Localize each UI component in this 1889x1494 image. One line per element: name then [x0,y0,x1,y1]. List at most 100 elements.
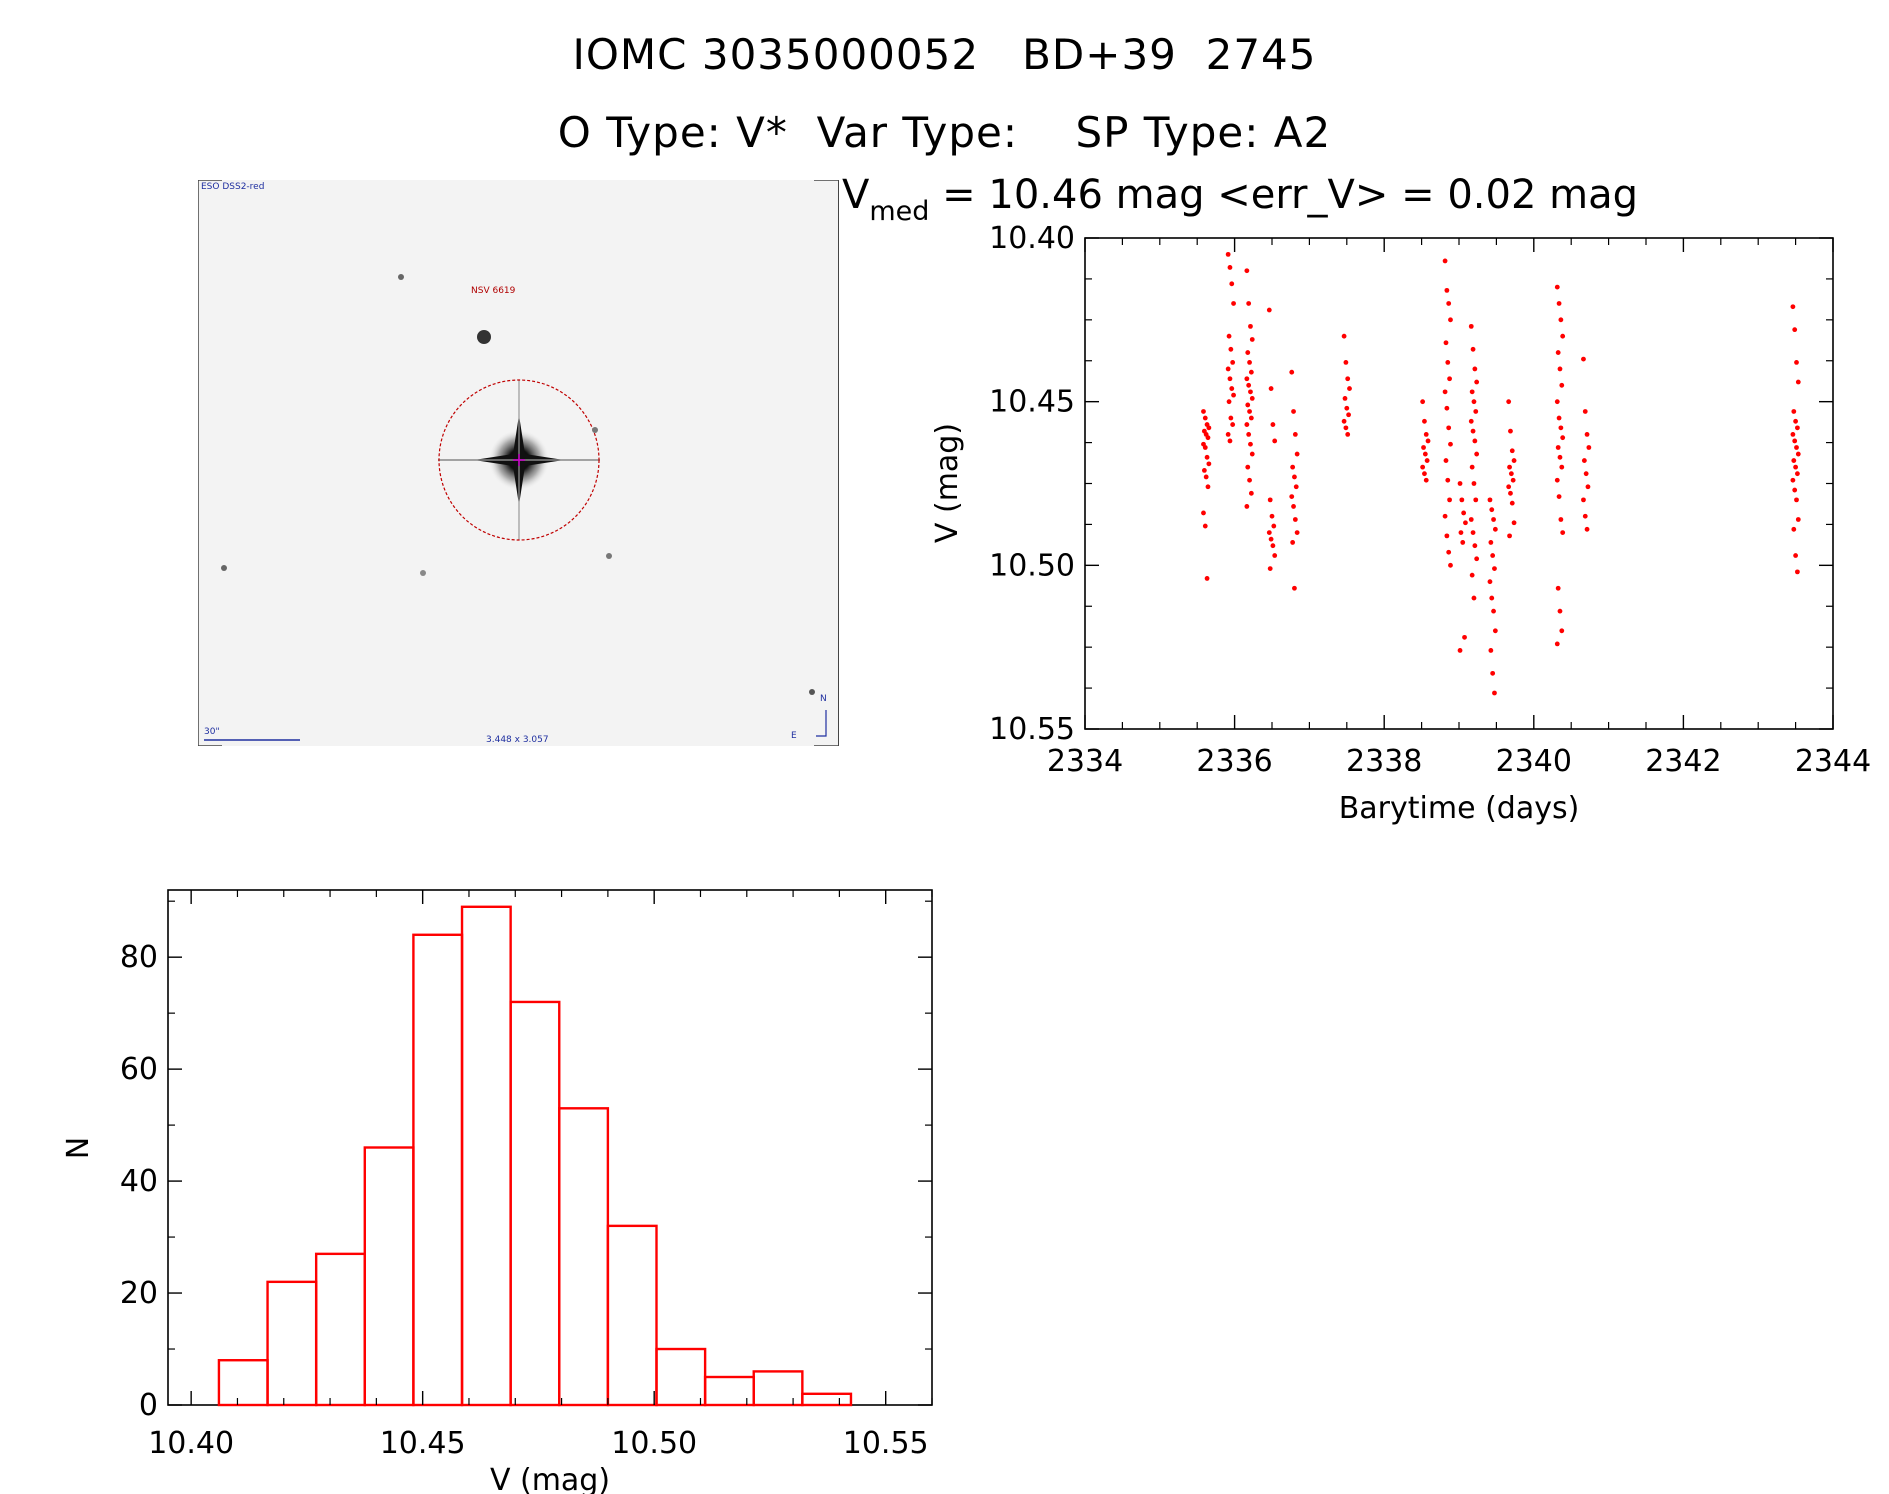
data-point [1272,438,1278,444]
data-point [1794,445,1799,450]
data-point [1202,415,1208,421]
data-point [1266,307,1272,313]
data-point [1201,468,1207,473]
data-point [1581,497,1586,503]
data-point [1559,464,1565,470]
data-point [1422,471,1427,477]
data-point [1268,536,1274,542]
data-point [1446,301,1452,306]
data-point [1469,572,1475,578]
data-point [1471,595,1477,601]
y-tick-label: 20 [120,1276,158,1311]
figure-subtitle: O Type: V* Var Type: SP Type: A2 [557,108,1332,157]
data-point [1292,585,1297,591]
histogram-bar [266,1280,318,1407]
data-point [1472,543,1478,549]
data-point [1509,500,1515,506]
data-point [1554,641,1560,647]
data-point [1558,317,1564,323]
data-point [1463,520,1468,526]
histogram-bar [460,905,512,1407]
data-point [1292,432,1298,437]
data-point [1346,412,1351,418]
data-point [1249,395,1255,401]
data-point [1246,382,1252,388]
faint-star [606,553,612,559]
data-point [1492,566,1497,572]
data-point [1446,425,1452,431]
compass-icon [816,710,827,737]
data-point [1422,451,1428,457]
data-point [1557,454,1563,460]
data-point [1231,301,1236,306]
data-point [1559,628,1565,634]
data-point [1508,490,1513,496]
histogram-ylabel: N [61,1137,96,1159]
y-tick-label: 10.45 [989,385,1075,420]
data-point [1202,523,1208,529]
light-curve-ylabel: V (mag) [930,423,965,543]
data-point [1555,445,1561,450]
data-point [1201,510,1206,516]
data-point [1227,438,1233,444]
data-point [1581,458,1587,463]
data-point [1247,477,1252,483]
data-point [1470,530,1476,535]
y-tick-label: 80 [120,940,158,975]
data-point [1269,513,1275,519]
data-point [1245,350,1251,355]
data-point [1558,425,1564,431]
data-point [1793,464,1798,470]
data-point [1246,432,1252,437]
histogram-bar [363,1146,415,1407]
histogram-bar [606,1224,658,1407]
x-tick-label: 10.55 [843,1426,929,1461]
histogram-bar [752,1370,804,1407]
data-point [1248,389,1253,395]
data-point [1341,333,1347,339]
data-point [1291,409,1296,414]
north-label: N [820,694,827,704]
data-point [1294,530,1300,535]
data-point [1511,520,1517,526]
data-point [1446,549,1452,555]
data-point [1248,490,1254,496]
histogram-chart: 10.40 10.45 10.50 10.55 0 20 40 60 80 V (mag) N [61,889,933,1494]
histogram-bar [217,1359,269,1407]
data-point [1473,409,1479,414]
data-point [1244,504,1250,509]
data-point [1555,585,1561,591]
data-point [1424,458,1430,463]
data-point [1342,395,1348,401]
data-point [1345,376,1351,382]
data-point [1266,530,1272,535]
data-point [1244,268,1250,274]
data-point [1488,648,1494,653]
light-curve-xlabel: Barytime (days) [1339,791,1580,826]
data-point [1442,258,1448,264]
data-point [1226,333,1232,339]
x-tick-label: 2338 [1346,744,1422,779]
histogram-bar [558,1107,610,1407]
data-point [1267,497,1273,503]
data-point [1560,435,1566,441]
faint-star [221,565,227,571]
data-point [1555,350,1561,355]
data-point [1508,428,1513,434]
data-point [1244,376,1250,382]
data-point [1249,451,1255,457]
data-point [1490,553,1496,558]
x-tick-label: 2334 [1047,744,1123,779]
data-point [1442,513,1448,519]
data-point [1294,451,1300,457]
histogram-bar [801,1392,853,1407]
data-point [1289,369,1295,375]
data-point [1487,497,1493,503]
data-point [1459,497,1465,503]
data-point [1244,422,1250,427]
data-point [1511,458,1517,463]
data-point [1422,418,1427,424]
data-point [1472,366,1478,372]
data-point [1472,438,1478,444]
